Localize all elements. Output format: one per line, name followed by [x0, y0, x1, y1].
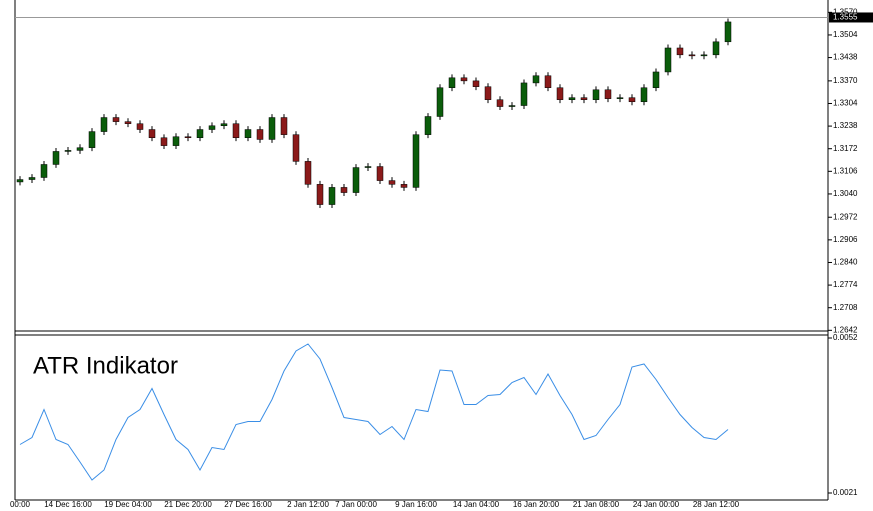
y-tick-label: 1.3570 — [833, 7, 858, 16]
x-tick-label: 28 Jan 12:00 — [693, 500, 740, 509]
candle-body — [184, 136, 192, 138]
x-tick-label: 21 Jan 08:00 — [573, 500, 620, 509]
y-tick-label: 0.0021 — [833, 488, 858, 497]
candle-body — [592, 89, 600, 100]
candle-body — [724, 21, 732, 43]
y-tick-label: 1.2906 — [833, 235, 858, 244]
candle-body — [376, 166, 384, 181]
candle-body — [40, 164, 48, 178]
x-tick-label: 27 Dec 16:00 — [224, 500, 272, 509]
candle-body — [484, 86, 492, 100]
candle-body — [220, 123, 228, 127]
candle-body — [556, 87, 564, 100]
candle-body — [604, 89, 612, 99]
candle-body — [244, 129, 252, 138]
current-price-box — [829, 12, 873, 23]
candle-body — [436, 87, 444, 117]
candle-body — [460, 77, 468, 82]
candle-body — [628, 97, 636, 103]
candle-body — [472, 80, 480, 87]
indicator-title: ATR Indikator — [33, 352, 178, 379]
candle-body — [640, 87, 648, 103]
candle-body — [148, 129, 156, 138]
x-tick-label: 21 Dec 20:00 — [164, 500, 212, 509]
candle-body — [136, 123, 144, 130]
x-tick-label: 9 Jan 16:00 — [395, 500, 437, 509]
candle-body — [64, 150, 72, 152]
candle-body — [700, 54, 708, 57]
candle-body — [388, 180, 396, 185]
x-tick-label: 14 Jan 04:00 — [453, 500, 500, 509]
y-tick-label: 1.2708 — [833, 303, 858, 312]
candle-body — [568, 97, 576, 100]
x-tick-label: 19 Dec 04:00 — [104, 500, 152, 509]
candle-body — [232, 123, 240, 138]
x-tick-label: 2 Jan 12:00 — [287, 500, 329, 509]
x-tick-label: 24 Jan 00:00 — [633, 500, 680, 509]
candle-body — [400, 184, 408, 188]
candle-body — [424, 116, 432, 135]
y-tick-label: 1.2642 — [833, 325, 858, 334]
y-tick-label: 1.2840 — [833, 258, 858, 267]
candle-body — [268, 117, 276, 140]
candle-body — [544, 75, 552, 88]
x-tick-label: 16 Jan 20:00 — [513, 500, 560, 509]
y-tick-label: 1.2774 — [833, 280, 858, 289]
y-tick-label: 1.3504 — [833, 30, 858, 39]
candle-body — [88, 131, 96, 148]
candle-body — [340, 187, 348, 193]
candle-body — [76, 147, 84, 151]
candle-body — [688, 54, 696, 57]
candle-body — [520, 82, 528, 106]
candle-body — [712, 41, 720, 56]
candle-body — [112, 117, 120, 122]
candle-body — [328, 187, 336, 205]
candle-body — [100, 117, 108, 132]
candle-body — [292, 134, 300, 162]
candle-body — [580, 97, 588, 100]
candle-body — [172, 136, 180, 146]
candle-body — [16, 179, 24, 183]
candle-body — [316, 184, 324, 205]
y-tick-label: 1.3238 — [833, 121, 858, 130]
y-tick-label: 1.2972 — [833, 212, 858, 221]
candle-body — [52, 151, 60, 165]
y-tick-label: 1.3370 — [833, 76, 858, 85]
y-tick-label: 1.3304 — [833, 99, 858, 108]
candle-body — [280, 117, 288, 135]
candle-body — [508, 105, 516, 107]
y-tick-label: 1.3106 — [833, 166, 858, 175]
x-tick-label: 7 Jan 00:00 — [335, 500, 377, 509]
candle-body — [676, 47, 684, 56]
y-tick-label: 1.3438 — [833, 53, 858, 62]
y-tick-label: 0.0052 — [833, 333, 858, 342]
candle-body — [496, 99, 504, 107]
candle-body — [352, 167, 360, 193]
candle-body — [532, 75, 540, 84]
y-tick-label: 1.3172 — [833, 144, 858, 153]
candle-body — [616, 97, 624, 99]
x-tick-label: 14 Dec 16:00 — [44, 500, 92, 509]
candle-body — [664, 47, 672, 73]
x-tick-label: 00:00 — [10, 500, 31, 509]
candle-body — [196, 129, 204, 138]
candle-body — [448, 77, 456, 88]
y-tick-label: 1.3040 — [833, 189, 858, 198]
candle-body — [160, 137, 168, 146]
candle-body — [124, 121, 132, 124]
candle-body — [364, 166, 372, 168]
candle-body — [304, 161, 312, 185]
candle-body — [208, 125, 216, 130]
current-price-label: 1.3555 — [833, 13, 858, 22]
candle-body — [256, 129, 264, 140]
atr-line — [19, 343, 729, 481]
candle-body — [652, 71, 660, 88]
candle-body — [412, 134, 420, 188]
candle-body — [28, 177, 36, 180]
